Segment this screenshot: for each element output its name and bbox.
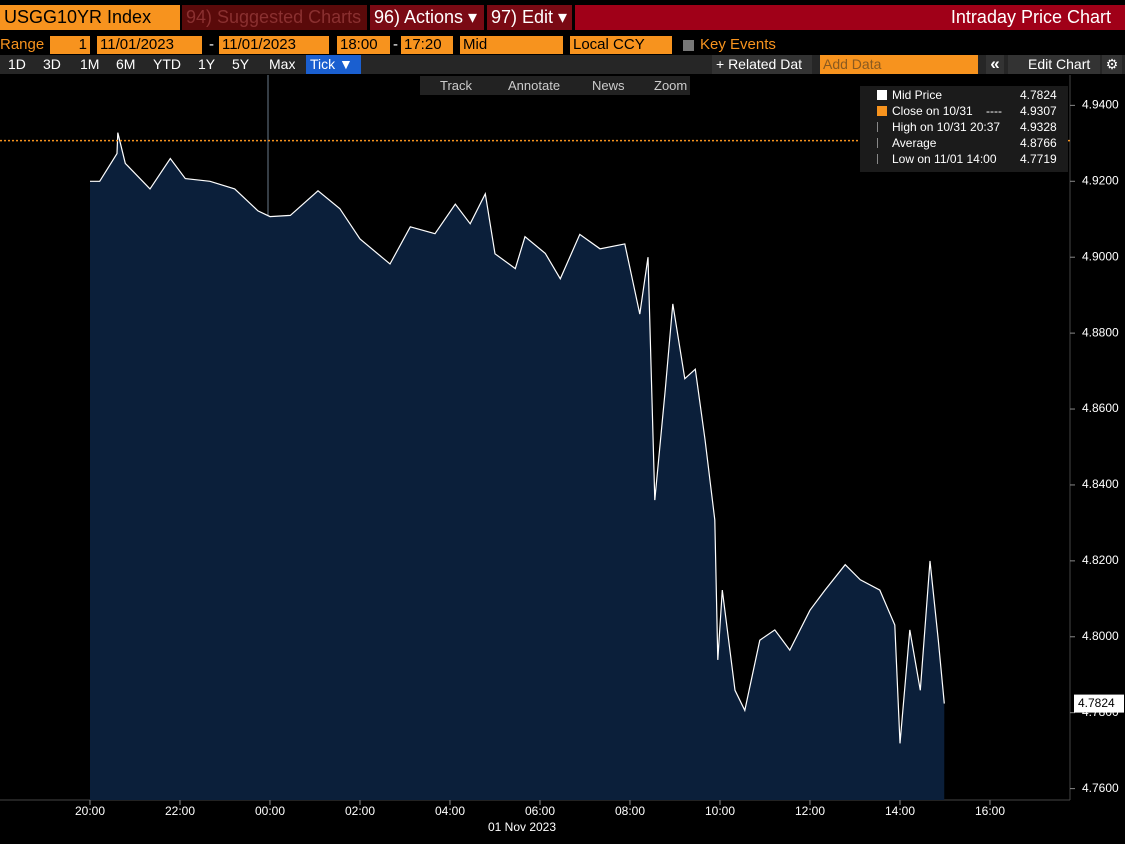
chart-tool[interactable]: Zoom (654, 78, 688, 93)
range-count[interactable]: 1 (50, 36, 90, 54)
legend-marker (877, 154, 887, 164)
period-button[interactable]: 3D (43, 56, 61, 72)
y-tick-label: 4.8400 (1082, 477, 1119, 491)
chart-tools (420, 76, 690, 95)
x-tick-label: 14:00 (885, 804, 915, 818)
dash: - (393, 36, 398, 53)
x-tick-label: 02:00 (345, 804, 375, 818)
y-tick-label: 4.7600 (1082, 781, 1119, 795)
x-tick-label: 22:00 (165, 804, 195, 818)
legend-label: Average (892, 136, 937, 150)
chart-tool[interactable]: Track (440, 78, 473, 93)
legend-marker (877, 122, 887, 132)
legend-label: High on 10/31 20:37 (892, 120, 1001, 134)
period-button[interactable]: YTD (153, 56, 181, 72)
range-label: Range (0, 36, 45, 53)
x-tick-label: 10:00 (705, 804, 735, 818)
x-tick-label: 16:00 (975, 804, 1005, 818)
legend-marker (877, 106, 887, 116)
y-tick-label: 4.9200 (1082, 173, 1119, 187)
last-price-box (1074, 694, 1124, 713)
chart-tool[interactable]: Annotate (508, 78, 561, 93)
x-tick-label: 00:00 (255, 804, 285, 818)
period-button[interactable]: 1M (80, 56, 100, 72)
collapse[interactable]: « (986, 55, 1004, 74)
y-tick-label: 4.9000 (1082, 249, 1119, 263)
date-label: 01 Nov 2023 (488, 820, 556, 834)
edit-menu[interactable]: 97) Edit ▾ (487, 5, 572, 30)
x-tick-label: 08:00 (615, 804, 645, 818)
dash: - (209, 36, 214, 53)
legend-value: 4.7824 (1020, 88, 1057, 102)
key-events[interactable]: Key Events (700, 36, 776, 53)
legend (860, 86, 1068, 172)
add-data[interactable]: Add Data (820, 55, 978, 74)
legend-value: 4.9307 (1020, 104, 1057, 118)
suggested-charts[interactable]: 94) Suggested Charts (182, 5, 367, 30)
settings[interactable]: ⚙ (1102, 55, 1122, 74)
checkbox[interactable] (683, 40, 694, 51)
edit-chart[interactable]: Edit Chart (1008, 55, 1100, 74)
legend-label: Mid Price (892, 88, 943, 102)
actions-menu[interactable]: 96) Actions ▾ (370, 5, 484, 30)
period-button[interactable]: 6M (116, 56, 136, 72)
last-price-label: 4.7824 (1078, 696, 1115, 710)
start-time[interactable]: 18:00 (337, 36, 390, 54)
legend-value: 4.9328 (1020, 120, 1057, 134)
y-tick-label: 4.8600 (1082, 401, 1119, 415)
y-tick-label: 4.9400 (1082, 98, 1119, 112)
period-button[interactable]: 1D (8, 56, 26, 72)
legend-symbol: ---- (986, 104, 1002, 118)
legend-value: 4.7719 (1020, 152, 1057, 166)
chart-tool[interactable]: News (592, 78, 625, 93)
security[interactable]: USGG10YR Index (0, 5, 180, 30)
x-tick-label: 12:00 (795, 804, 825, 818)
end-time[interactable]: 17:20 (401, 36, 453, 54)
y-tick-label: 4.8800 (1082, 325, 1119, 339)
legend-value: 4.8766 (1020, 136, 1057, 150)
area-fill (90, 132, 945, 800)
price-line (90, 132, 945, 744)
legend-label: Low on 11/01 14:00 (892, 152, 997, 166)
y-tick-label: 4.8200 (1082, 553, 1119, 567)
currency[interactable]: Local CCY (570, 36, 672, 54)
end-date[interactable]: 11/01/2023 (219, 36, 329, 54)
x-tick-label: 20:00 (75, 804, 105, 818)
period-button[interactable]: Max (269, 56, 296, 72)
x-tick-label: 04:00 (435, 804, 465, 818)
price-field[interactable]: Mid (460, 36, 563, 54)
tick-button[interactable]: Tick ▼ (306, 55, 361, 74)
start-date[interactable]: 11/01/2023 (97, 36, 202, 54)
page-title: Intraday Price Chart (575, 5, 1125, 30)
legend-label: Close on 10/31 (892, 104, 973, 118)
period-button[interactable]: 1Y (198, 56, 216, 72)
legend-marker (877, 138, 887, 148)
period-button[interactable]: 5Y (232, 56, 250, 72)
legend-marker (877, 90, 887, 100)
related-data[interactable]: + Related Dat (712, 55, 812, 74)
x-tick-label: 06:00 (525, 804, 555, 818)
y-tick-label: 4.8000 (1082, 629, 1119, 643)
